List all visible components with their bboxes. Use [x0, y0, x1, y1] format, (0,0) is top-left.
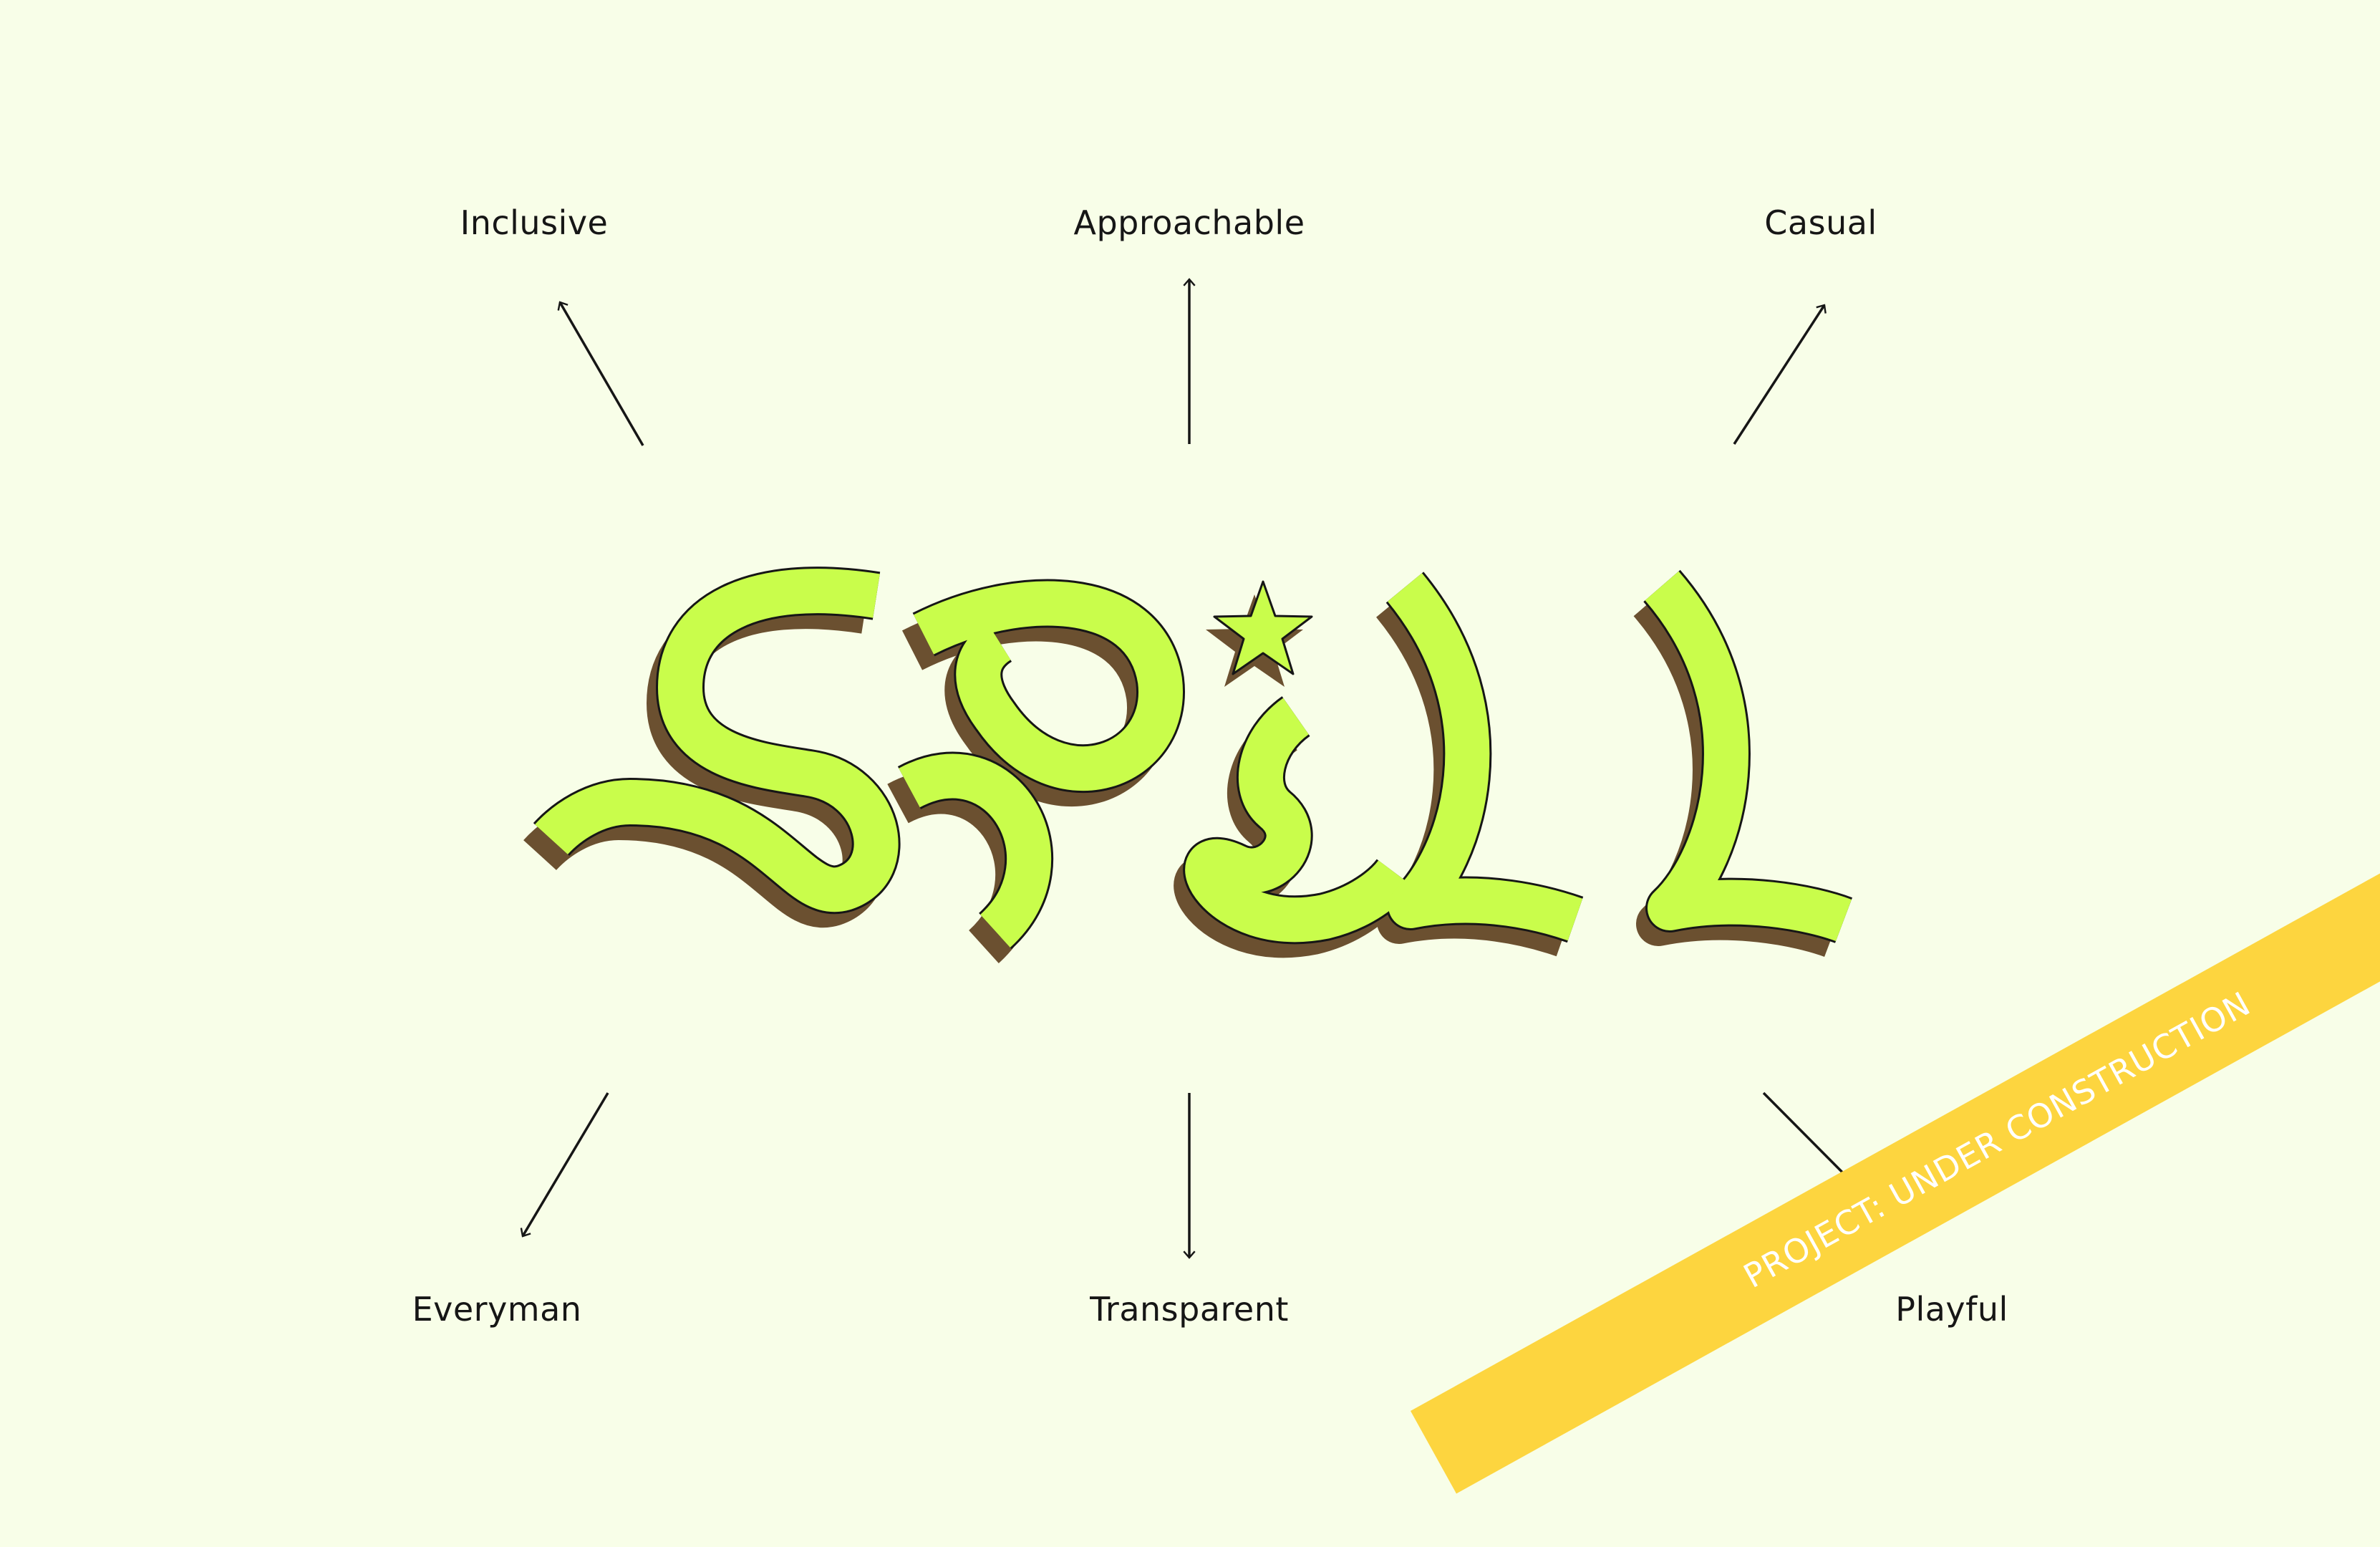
attribute-everyman: Everyman — [412, 1290, 582, 1329]
attribute-casual: Casual — [1764, 203, 1877, 242]
logo-letter-i — [1185, 698, 1414, 943]
logo-letter-p-bowl — [913, 581, 1183, 791]
arrow-casual-icon — [1733, 304, 1827, 445]
arrow-inclusive-icon — [557, 301, 644, 446]
logo-letter-s — [535, 569, 899, 912]
attribute-inclusive: Inclusive — [460, 203, 609, 242]
logo-letter-l-second — [1645, 571, 1852, 942]
attribute-playful: Playful — [1895, 1290, 2008, 1329]
attribute-approachable: Approachable — [1073, 203, 1305, 242]
logo-letter-p-stem — [899, 753, 1052, 948]
star-icon — [1206, 580, 1313, 687]
attribute-transparent: Transparent — [1090, 1290, 1289, 1329]
logo-letter-l-first — [1387, 573, 1583, 941]
arrow-everyman-icon — [520, 1092, 609, 1238]
